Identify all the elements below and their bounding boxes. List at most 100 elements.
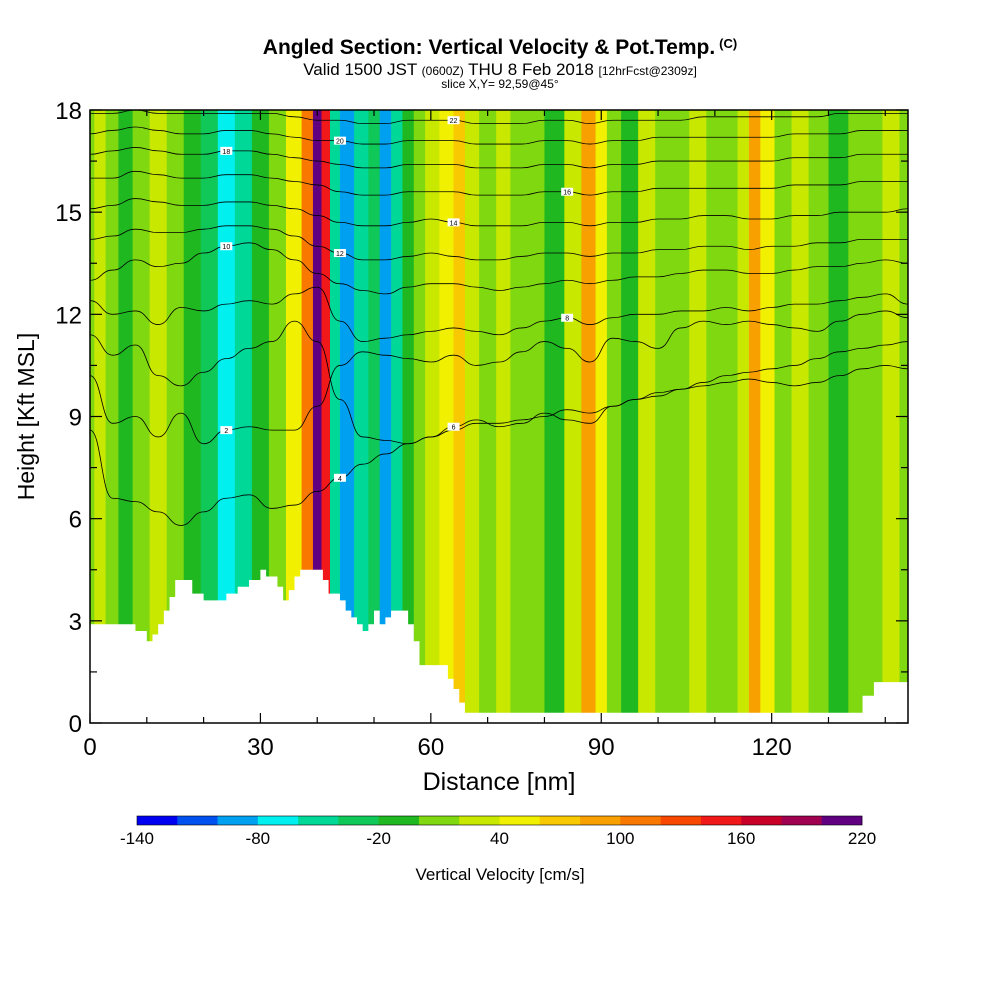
- isentrope-label-bg: [220, 242, 233, 251]
- velocity-column: [564, 110, 582, 723]
- velocity-column: [606, 110, 622, 723]
- isentrope-label-bg: [333, 473, 346, 482]
- velocity-column: [723, 110, 739, 723]
- isentrope-label: 2: [224, 428, 228, 435]
- colorbar-swatch: [580, 816, 621, 825]
- isentrope-label-bg: [333, 136, 346, 145]
- chart-valid-time: Valid 1500 JST (0600Z) THU 8 Feb 2018 [1…: [0, 60, 1000, 80]
- colorbar-swatch: [459, 816, 500, 825]
- velocity-column: [581, 110, 597, 723]
- y-tick-label: 18: [55, 98, 82, 125]
- velocity-column: [312, 110, 323, 723]
- velocity-column: [301, 110, 314, 723]
- velocity-column: [595, 110, 608, 723]
- isentrope-label-bg: [447, 116, 460, 125]
- isentrope-label: 12: [336, 251, 344, 258]
- velocity-column: [453, 110, 466, 723]
- colorbar-swatch: [217, 816, 259, 825]
- isentrope-label-bg: [333, 249, 346, 258]
- x-tick-label: 90: [588, 734, 615, 761]
- valid-date: THU 8 Feb 2018: [468, 60, 594, 79]
- velocity-column: [865, 110, 884, 723]
- colorbar-swatch: [298, 816, 339, 825]
- y-tick-label: 12: [55, 302, 82, 329]
- colorbar-tick-label: 220: [848, 829, 876, 848]
- velocity-column: [379, 110, 392, 723]
- velocity-column: [268, 110, 287, 723]
- velocity-column: [149, 110, 168, 723]
- isentrope-label: 6: [452, 425, 456, 432]
- colorbar-tick-label: 40: [490, 829, 509, 848]
- velocity-column: [118, 110, 134, 723]
- isentrope-label-bg: [220, 146, 233, 155]
- velocity-column: [183, 110, 202, 723]
- colorbar-frame: [136, 815, 863, 826]
- velocity-column: [330, 110, 341, 723]
- isentrope-label-bg: [220, 426, 233, 435]
- valid-zulu: (0600Z): [421, 64, 464, 78]
- velocity-column: [425, 110, 440, 723]
- colorbar-swatch: [660, 816, 702, 825]
- chart-title: Angled Section: Vertical Velocity & Pot.…: [0, 36, 1000, 60]
- isentrope-label: 16: [563, 190, 571, 197]
- isentrope-line: [90, 225, 908, 261]
- x-tick-label: 30: [247, 734, 274, 761]
- colorbar-swatch: [137, 816, 178, 825]
- x-tick-label: 0: [83, 734, 96, 761]
- colorbar-swatch: [620, 816, 661, 825]
- velocity-column: [808, 110, 830, 723]
- velocity-column: [621, 110, 639, 723]
- velocity-column: [496, 110, 511, 723]
- isentrope-line: [90, 365, 908, 526]
- velocity-column: [706, 110, 724, 723]
- slice-info: slice X,Y= 92,59@45°: [441, 77, 559, 91]
- colorbar-swatch: [418, 816, 460, 825]
- isentrope-label-bg: [447, 218, 460, 227]
- velocity-column: [510, 110, 526, 723]
- colorbar-label: Vertical Velocity [cm/s]: [415, 865, 584, 884]
- y-tick-label: 3: [69, 609, 82, 636]
- velocity-column: [339, 110, 355, 723]
- velocity-column: [402, 110, 415, 723]
- x-axis-label: Distance [nm]: [423, 768, 576, 796]
- velocity-column: [234, 110, 253, 723]
- isentrope-label-bg: [447, 422, 460, 431]
- forecast-tag: [12hrFcst@2309z]: [598, 64, 697, 78]
- velocity-column: [391, 110, 404, 723]
- velocity-column: [689, 110, 707, 723]
- y-tick-label: 15: [55, 200, 82, 227]
- valid-prefix: Valid 1500 JST: [303, 60, 417, 79]
- velocity-column: [791, 110, 810, 723]
- velocity-column: [132, 110, 151, 723]
- y-axis-label: Height [Kft MSL]: [13, 333, 39, 500]
- isentrope-line: [90, 286, 908, 342]
- colorbar-swatch: [378, 816, 420, 825]
- isentrope-label-bg: [561, 313, 574, 322]
- colorbar-swatch: [781, 816, 823, 825]
- velocity-column: [439, 110, 455, 723]
- isentrope-line: [90, 126, 908, 145]
- colorbar-swatch: [499, 816, 541, 825]
- isentrope-label: 22: [450, 118, 458, 125]
- colorbar-swatch: [338, 816, 379, 825]
- isentrope-label: 8: [565, 316, 569, 323]
- y-tick-label: 0: [69, 711, 82, 738]
- isentrope-label: 10: [222, 244, 230, 251]
- isentrope-label: 20: [336, 139, 344, 146]
- colorbar-swatch: [539, 816, 581, 825]
- colorbar-swatch: [257, 816, 299, 825]
- velocity-column: [672, 110, 690, 723]
- colorbar-tick-label: -140: [120, 829, 154, 848]
- colorbar-tick-label: -20: [366, 829, 391, 848]
- isentrope-label: 4: [338, 476, 342, 483]
- terrain-mask: [90, 569, 908, 723]
- velocity-column: [848, 110, 866, 723]
- velocity-column: [479, 110, 497, 723]
- isentrope-label: 18: [222, 149, 230, 156]
- velocity-column: [321, 110, 331, 723]
- colorbar-swatch: [177, 816, 218, 825]
- velocity-column: [354, 110, 369, 723]
- chart-title-text: Angled Section: Vertical Velocity & Pot.…: [262, 36, 716, 59]
- colorbar-tick-label: -80: [246, 829, 271, 848]
